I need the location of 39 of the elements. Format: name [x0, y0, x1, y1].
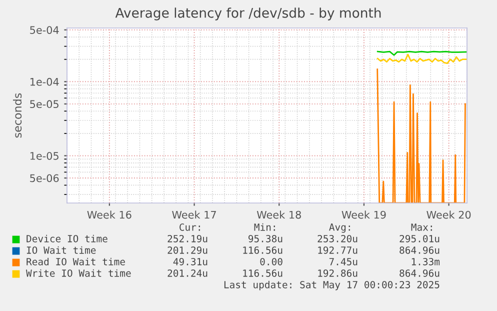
text: Min:	[254, 223, 275, 231]
line-series	[376, 54, 467, 64]
x-tick-label: Week 20	[426, 210, 471, 219]
legend-label: Write IO Wait time	[26, 269, 131, 277]
text: 0.00	[260, 258, 282, 266]
text: Cur:	[180, 223, 200, 231]
text: 49.31u	[173, 258, 208, 266]
x-tick-label: Week 17	[172, 210, 216, 219]
text: 864.96u	[400, 246, 440, 254]
text: 116.56u	[243, 269, 282, 277]
text: 192.77u	[318, 246, 358, 254]
text: 95.38u	[248, 234, 282, 242]
text: Max:	[411, 224, 432, 231]
legend-label: Read IO Wait time	[26, 258, 125, 266]
text: 201.29u	[168, 246, 208, 254]
text: Last update: Sat May 17 00:00:23 2025	[224, 280, 440, 290]
text: 253.20u	[318, 234, 358, 242]
text: 864.96u	[400, 269, 440, 277]
x-tick-label: Week 16	[87, 210, 132, 219]
y-axis-title: seconds	[13, 93, 22, 138]
text: 192.86u	[318, 269, 358, 277]
text: 252.19u	[168, 234, 208, 242]
x-tick-label: Week 18	[256, 210, 301, 219]
y-tick-label: 5e-06	[30, 174, 59, 182]
text: 1.33m	[412, 258, 440, 266]
text: 116.56u	[243, 246, 282, 254]
x-tick-label: Week 19	[342, 210, 386, 219]
y-tick-label: 1e-05	[30, 152, 58, 160]
y-tick-label: 5e-05	[30, 100, 58, 108]
chart-title: Average latency for /dev/sdb - by month	[115, 8, 381, 20]
text: 7.45u	[329, 258, 358, 266]
text: 201.24u	[168, 269, 208, 277]
legend-label: IO Wait time	[26, 246, 96, 254]
y-tick-label: 1e-04	[30, 78, 59, 86]
text: Avg:	[329, 224, 350, 233]
y-tick-label: 5e-04	[30, 26, 59, 34]
legend-label: Device IO time	[26, 234, 108, 242]
line-series	[376, 68, 466, 203]
text: 295.01u	[400, 234, 440, 242]
